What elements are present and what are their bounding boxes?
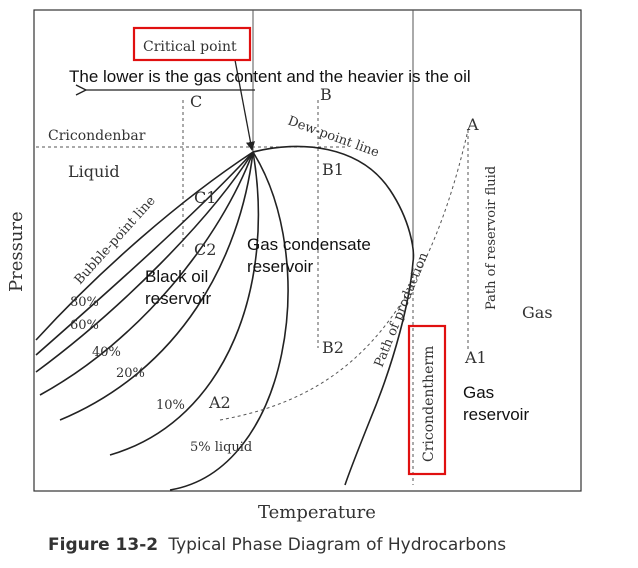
quality-line-5 [169,151,289,491]
point-c: C [190,92,202,111]
annotation-text: The lower is the gas content and the hea… [69,67,471,86]
gas-condensate-label-2: reservoir [247,257,313,276]
gas-reservoir-label-2: reservoir [463,405,529,424]
critical-point-box [132,26,252,62]
cricondenbar-label: Cricondenbar [48,128,146,144]
black-oil-label: Black oil [145,267,208,286]
figure-caption-text: Typical Phase Diagram of Hydrocarbons [167,535,506,555]
cricondentherm-label: Cricondentherm [421,346,437,462]
cricondentherm-box [407,324,447,476]
point-c1: C1 [194,188,216,207]
dew-point-label: Dew-point line [286,114,382,161]
quality-label-40: 40% [92,345,121,360]
quality-label-20: 20% [116,366,145,381]
path-of-production-curve [219,129,469,421]
quality-label-10: 10% [156,398,185,413]
x-axis-label: Temperature [258,502,376,523]
quality-label-60: 60% [70,318,99,333]
figure-caption-label: Figure 13-2 [48,535,158,555]
gas-region-label: Gas [522,303,553,322]
point-b2: B2 [322,338,344,357]
point-a1: A1 [464,348,487,367]
critical-point-arrow [234,59,255,151]
liquid-label: Liquid [68,162,120,181]
point-b: B [320,85,332,104]
dew-point-curve [252,145,415,486]
figure-caption: Figure 13-2 Typical Phase Diagram of Hyd… [48,535,506,555]
y-axis-label: Pressure [6,211,27,292]
path-reservoir-fluid-label: Path of reservoir fluid [484,166,499,310]
point-c2: C2 [194,240,216,259]
gas-reservoir-label: Gas [463,383,494,402]
quality-line-40 [39,151,254,396]
quality-line-10 [109,151,260,456]
gas-condensate-label: Gas condensate [247,235,371,254]
point-b1: B1 [322,160,344,179]
bubble-point-curve [35,151,254,341]
point-a: A [466,115,479,134]
critical-point-label: Critical point [143,39,237,55]
black-oil-label-2: reservoir [145,289,211,308]
quality-label-5: 5% liquid [190,440,252,455]
quality-label-80: 80% [70,295,99,310]
point-a2: A2 [208,393,231,412]
quality-line-20 [59,151,254,421]
plot-frame [33,9,582,492]
quality-line-60 [35,151,254,373]
quality-line-80 [35,151,254,356]
